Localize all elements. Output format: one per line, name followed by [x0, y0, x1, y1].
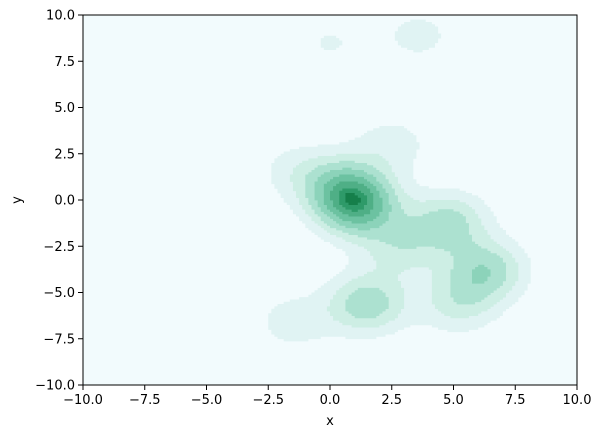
- x-tick-label: −2.5: [252, 393, 284, 408]
- y-tick-label: 2.5: [54, 147, 75, 162]
- x-tick-label: −10.0: [63, 393, 103, 408]
- y-tick-label: 7.5: [54, 55, 75, 70]
- x-axis-label: x: [326, 414, 334, 429]
- y-axis: −10.0 −7.5 −5.0 −2.5 0.0 2.5 5.0 7.5 10.0: [35, 9, 83, 394]
- x-tick-label: −7.5: [129, 393, 161, 408]
- density-contours: [268, 19, 531, 342]
- y-tick-label: −5.0: [43, 286, 75, 301]
- y-tick-label: 5.0: [54, 101, 75, 116]
- y-tick-label: −7.5: [43, 332, 75, 347]
- contour-level-8: [345, 193, 361, 205]
- y-tick-label: −10.0: [35, 379, 75, 394]
- y-axis-label: y: [10, 196, 25, 204]
- x-axis: −10.0 −7.5 −5.0 −2.5 0.0 2.5 5.0 7.5 10.0: [63, 385, 591, 408]
- x-tick-label: 0.0: [320, 393, 341, 408]
- x-tick-label: 10.0: [563, 393, 592, 408]
- y-tick-label: −2.5: [43, 240, 75, 255]
- y-tick-label: 0.0: [54, 194, 75, 209]
- x-tick-label: 5.0: [443, 393, 464, 408]
- x-tick-label: −5.0: [191, 393, 223, 408]
- x-tick-label: 7.5: [505, 393, 526, 408]
- y-tick-label: 10.0: [46, 9, 75, 24]
- x-tick-label: 2.5: [381, 393, 402, 408]
